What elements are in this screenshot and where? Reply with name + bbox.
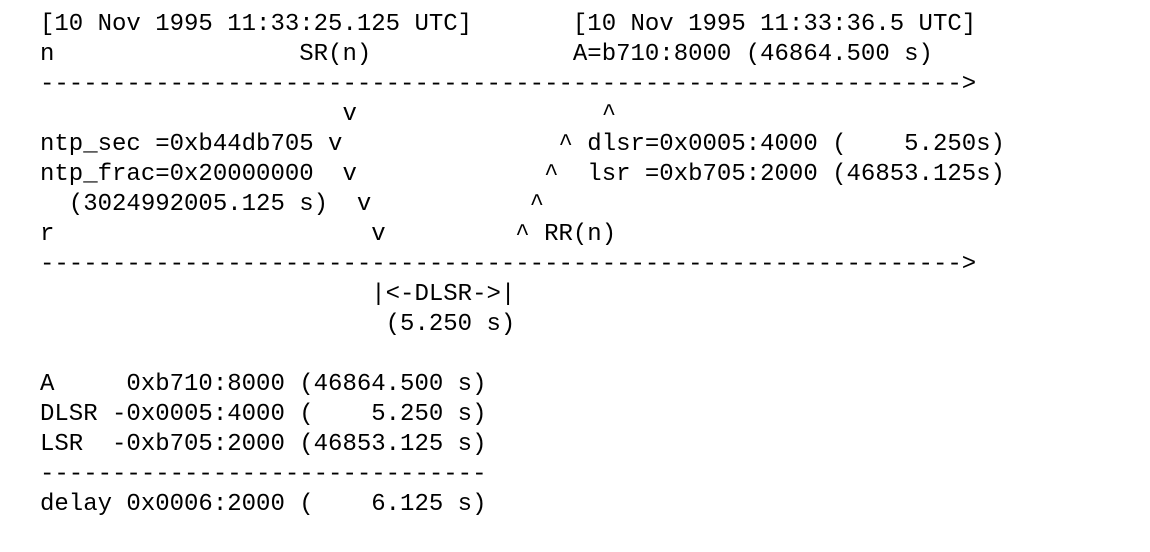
marker-line: v ^ xyxy=(40,101,617,128)
calc-a-line: A 0xb710:8000 (46864.500 s) xyxy=(40,371,487,398)
upper-timeline-arrow: ----------------------------------------… xyxy=(40,71,977,98)
ntp-sec-line: ntp_sec =0xb44db705 v ^ dlsr=0x0005:4000… xyxy=(40,131,1005,158)
rr-line: r v ^ RR(n) xyxy=(40,221,617,248)
delay-result-line: delay 0x0006:2000 ( 6.125 s) xyxy=(40,491,487,518)
calc-dlsr-line: DLSR -0x0005:4000 ( 5.250 s) xyxy=(40,401,487,428)
lower-timeline-arrow: ----------------------------------------… xyxy=(40,251,977,278)
blank-line xyxy=(40,340,1140,370)
dlsr-span-line: |<-DLSR->| xyxy=(40,281,516,308)
rtcp-round-trip-diagram: [10 Nov 1995 11:33:25.125 UTC] [10 Nov 1… xyxy=(40,10,1140,550)
calc-divider-line: ------------------------------- xyxy=(40,461,487,488)
sr-arrival-line: n SR(n) A=b710:8000 (46864.500 s) xyxy=(40,41,933,68)
ntp-seconds-line: (3024992005.125 s) v ^ xyxy=(40,191,545,218)
calc-lsr-line: LSR -0xb705:2000 (46853.125 s) xyxy=(40,431,487,458)
timestamp-header-line: [10 Nov 1995 11:33:25.125 UTC] [10 Nov 1… xyxy=(40,11,977,38)
ntp-frac-line: ntp_frac=0x20000000 v ^ lsr =0xb705:2000… xyxy=(40,161,1005,188)
dlsr-value-line: (5.250 s) xyxy=(40,311,516,338)
